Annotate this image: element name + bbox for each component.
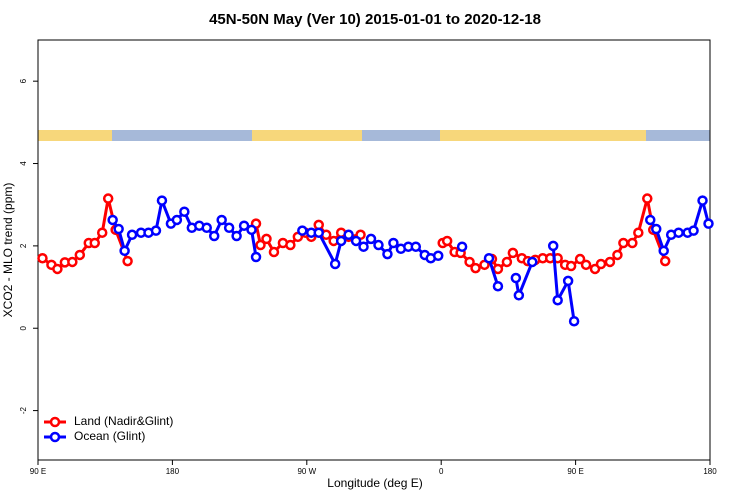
- data-point: [688, 225, 699, 236]
- data-point: [492, 280, 504, 292]
- data-point: [231, 230, 242, 242]
- data-point: [150, 225, 162, 236]
- data-point: [329, 258, 341, 270]
- data-point: [261, 233, 272, 245]
- data-point: [464, 256, 475, 268]
- data-point: [373, 239, 384, 251]
- data-point: [74, 249, 86, 261]
- y-tick-label: 6: [19, 78, 28, 83]
- legend-label: Ocean (Glint): [74, 429, 145, 443]
- data-point: [673, 227, 684, 238]
- data-point: [513, 290, 525, 301]
- x-tick-label: 0: [439, 467, 444, 476]
- data-point: [223, 222, 235, 234]
- data-point: [122, 255, 133, 267]
- data-point: [388, 237, 399, 249]
- data-point: [562, 275, 574, 287]
- chart-title: 45N-50N May (Ver 10) 2015-01-01 to 2020-…: [209, 11, 541, 28]
- data-point: [297, 225, 308, 236]
- data-point: [382, 248, 393, 260]
- y-tick-label: 0: [19, 325, 28, 330]
- data-point: [350, 235, 362, 247]
- data-point: [107, 214, 118, 226]
- data-point: [627, 237, 638, 249]
- data-point: [492, 263, 504, 275]
- data-point: [642, 193, 653, 204]
- data-point: [568, 315, 580, 327]
- data-point: [67, 256, 78, 268]
- y-axis-label: XCO2 - MLO trend (ppm): [1, 183, 15, 318]
- data-point: [250, 251, 262, 263]
- data-point: [313, 227, 324, 238]
- data-point: [126, 229, 138, 241]
- data-point: [552, 294, 563, 306]
- data-point: [171, 214, 183, 226]
- x-tick-label: 180: [703, 467, 717, 476]
- data-point: [633, 227, 644, 238]
- x-tick-label: 180: [166, 467, 180, 476]
- x-axis-label: Longitude (deg E): [327, 476, 422, 490]
- data-point: [510, 272, 522, 284]
- data-point: [343, 229, 354, 241]
- data-point: [89, 237, 100, 249]
- data-point: [527, 256, 538, 268]
- data-point: [658, 245, 669, 257]
- data-point: [52, 263, 63, 275]
- data-point: [358, 241, 369, 252]
- legend-label: Land (Nadir&Glint): [74, 414, 173, 428]
- data-point: [645, 214, 656, 226]
- data-point: [470, 262, 481, 274]
- legend-marker: [49, 416, 61, 428]
- data-point: [365, 233, 377, 245]
- data-point: [179, 206, 190, 217]
- data-point: [208, 230, 220, 242]
- data-point: [96, 227, 108, 238]
- data-point: [268, 246, 280, 258]
- data-point: [156, 195, 168, 206]
- data-point: [113, 223, 124, 235]
- land-mask-strip: [38, 130, 710, 141]
- plot-frame: [37, 39, 711, 461]
- data-point: [335, 235, 347, 247]
- data-point: [501, 256, 513, 268]
- y-tick-label: -2: [19, 406, 28, 414]
- data-point: [483, 252, 495, 264]
- legend-marker: [49, 431, 61, 443]
- y-tick-label: 2: [19, 243, 28, 248]
- data-point: [580, 259, 592, 271]
- data-point: [238, 220, 250, 231]
- data-point: [565, 260, 577, 272]
- data-point: [119, 245, 130, 257]
- data-point: [432, 250, 444, 262]
- data-point: [612, 249, 623, 261]
- data-point: [201, 222, 212, 234]
- data-point: [37, 252, 48, 264]
- data-point: [659, 255, 671, 267]
- y-tick-label: 4: [19, 161, 28, 166]
- data-point: [102, 193, 114, 204]
- data-point: [618, 237, 629, 249]
- data-point: [246, 224, 257, 236]
- data-point: [595, 258, 607, 270]
- x-tick-label: 90 W: [297, 467, 316, 476]
- data-point: [650, 223, 662, 235]
- series-line: [111, 194, 710, 322]
- data-point: [456, 241, 468, 252]
- data-point: [441, 235, 453, 247]
- data-point: [285, 239, 296, 251]
- data-point: [697, 195, 708, 206]
- data-point: [410, 241, 422, 252]
- x-tick-label: 90 E: [567, 467, 583, 476]
- x-tick-label: 90 E: [30, 467, 46, 476]
- data-point: [547, 240, 559, 252]
- data-point: [604, 256, 616, 268]
- data-point: [216, 214, 227, 226]
- data-point: [255, 239, 266, 251]
- data-point: [507, 247, 519, 259]
- data-point: [703, 218, 714, 229]
- data-point: [574, 253, 586, 265]
